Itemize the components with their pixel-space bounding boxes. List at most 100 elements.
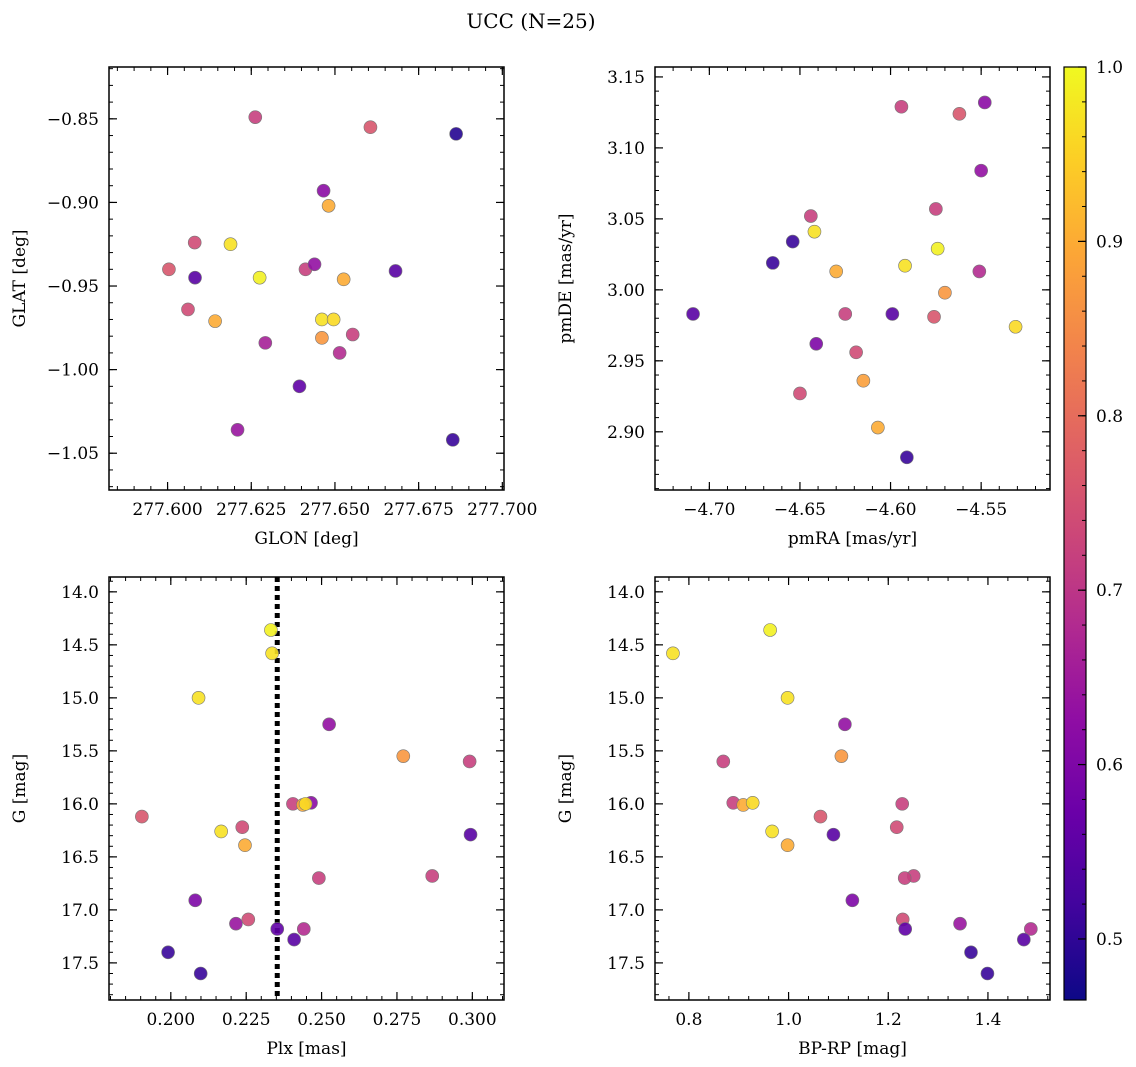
data-point (191, 691, 206, 705)
x-tick-label: 0.250 (297, 1010, 346, 1030)
data-point (162, 262, 176, 277)
data-point (952, 107, 967, 121)
data-point (980, 966, 995, 981)
y-tick-label: −0.90 (47, 193, 99, 213)
data-point (895, 797, 910, 811)
data-point (666, 646, 680, 661)
data-point (900, 450, 914, 465)
x-tick-label: −4.70 (683, 500, 735, 520)
data-point (972, 264, 987, 279)
x-tick-label: 0.200 (146, 1010, 195, 1030)
data-point (193, 966, 208, 981)
data-point (930, 241, 945, 256)
x-tick-label: 0.300 (448, 1010, 497, 1030)
x-tick-label: 277.650 (300, 500, 370, 520)
x-tick-label: −4.60 (864, 500, 916, 520)
data-point (135, 809, 149, 824)
y-tick-label: −0.95 (47, 277, 99, 297)
data-point (765, 824, 779, 839)
data-point (889, 820, 904, 834)
y-tick-label: 2.95 (607, 352, 645, 372)
data-point (871, 420, 885, 435)
x-tick-label: 277.700 (467, 500, 537, 520)
y-tick-label: 16.5 (61, 848, 99, 868)
data-point (241, 912, 256, 927)
data-point (388, 264, 403, 278)
y-tick-label: 14.0 (61, 583, 99, 603)
data-point (765, 256, 780, 270)
x-axis-label: Plx [mas] (266, 1039, 346, 1059)
data-point (463, 827, 478, 842)
data-point (223, 237, 238, 252)
axes-frame (108, 66, 505, 491)
data-point (326, 312, 341, 327)
y-tick-label: −0.85 (47, 110, 99, 130)
data-point (793, 386, 807, 401)
colorbar-tick-label: 0.5 (1096, 930, 1123, 950)
x-tick-label: 1.0 (775, 1010, 802, 1030)
minor-ticks (109, 67, 504, 490)
data-point (745, 796, 760, 810)
y-tick-label: 15.0 (61, 689, 99, 709)
x-tick-label: 1.4 (974, 1010, 1001, 1030)
data-point (449, 127, 463, 141)
data-point (929, 202, 943, 216)
data-point (316, 183, 331, 198)
y-tick-label: −1.05 (47, 444, 99, 464)
data-point (315, 331, 329, 345)
axes-frame (654, 576, 1051, 1001)
data-point (834, 749, 849, 763)
x-tick-label: 0.275 (373, 1010, 422, 1030)
x-tick-label: −4.65 (774, 500, 826, 520)
data-point (785, 234, 800, 249)
data-point (856, 373, 871, 388)
minor-ticks (654, 67, 1050, 490)
y-tick-label: 16.5 (607, 848, 645, 868)
data-point (264, 623, 278, 637)
data-point (345, 327, 360, 342)
data-point (188, 893, 203, 908)
x-tick-label: 277.600 (132, 500, 202, 520)
x-axis-label: pmRA [mas/yr] (788, 529, 917, 549)
colorbar-tick-label: 1.0 (1096, 58, 1123, 78)
data-point (964, 945, 978, 960)
colorbar-gradient (1063, 66, 1087, 1001)
panel-pmra-pmde: −4.70 −4.65 −4.60 −4.55 2.90 2.95 3.00 3.05 3.10… (556, 66, 1051, 549)
data-point (894, 99, 909, 114)
y-tick-label: 17.5 (61, 954, 99, 974)
y-tick-label: 16.0 (607, 795, 645, 815)
data-point (898, 922, 913, 936)
data-point (763, 623, 777, 637)
data-point (838, 307, 853, 321)
data-point (298, 797, 313, 811)
data-point (927, 310, 941, 324)
y-tick-label: 17.0 (61, 901, 99, 921)
x-tick-label: 1.2 (875, 1010, 902, 1030)
data-point (813, 809, 828, 824)
data-point (1024, 922, 1038, 936)
data-point (396, 749, 411, 763)
axes-frame (108, 576, 505, 1001)
colorbar: 0.5 0.6 0.7 0.8 0.9 1.0 (1063, 58, 1123, 1001)
y-axis-label: pmDE [mas/yr] (556, 213, 576, 343)
data-point (292, 379, 307, 394)
data-point (780, 838, 795, 853)
data-point (1008, 319, 1023, 334)
data-point (296, 922, 311, 936)
y-tick-label: 3.15 (607, 68, 645, 88)
x-tick-label: 0.225 (222, 1010, 271, 1030)
data-point (252, 270, 267, 285)
data-point (312, 871, 326, 885)
x-tick-label: −4.55 (955, 500, 1007, 520)
data-point (849, 345, 863, 360)
minor-ticks (109, 577, 504, 1000)
y-axis-label: G [mag] (10, 754, 30, 823)
data-point (238, 838, 252, 853)
x-tick-label: 0.8 (675, 1010, 702, 1030)
data-point (780, 691, 795, 705)
data-point (445, 433, 460, 447)
data-point (214, 824, 228, 839)
figure-title: UCC (N=25) (466, 9, 595, 33)
y-tick-label: 15.0 (607, 689, 645, 709)
data-point (804, 209, 818, 223)
